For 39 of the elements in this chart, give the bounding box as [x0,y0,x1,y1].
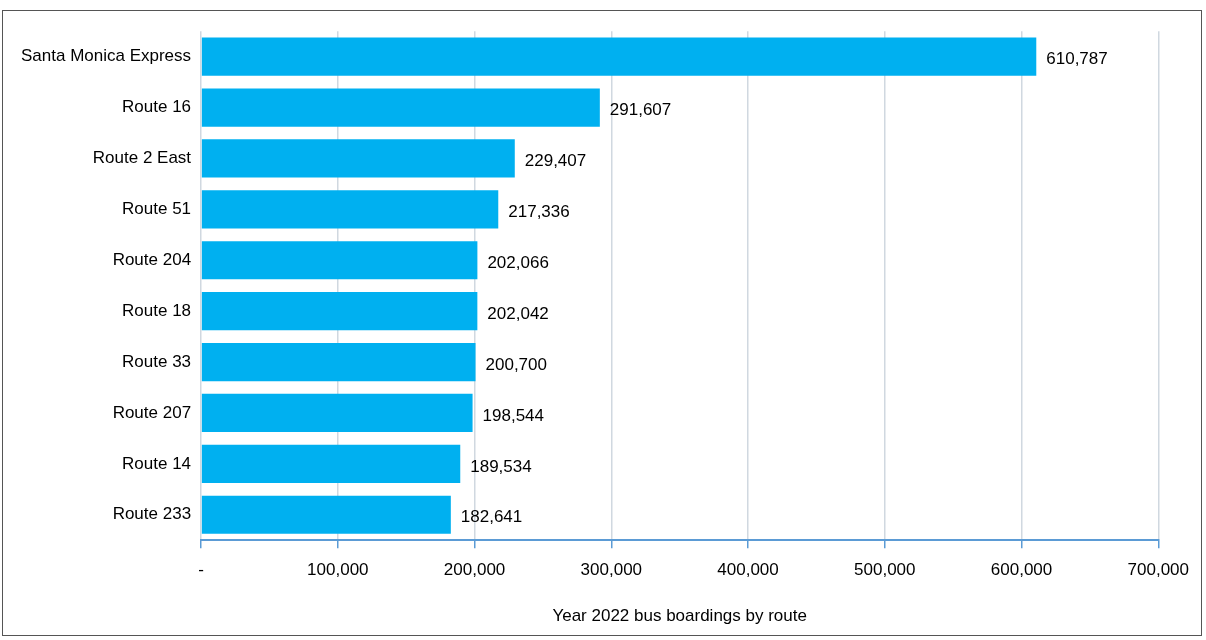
y-tick-label: Route 14 [122,453,192,473]
y-tick-label: Route 233 [112,504,192,524]
y-tick-label: Route 18 [122,300,192,320]
bar [201,444,461,483]
data-label: 229,407 [524,151,587,171]
data-label: 182,641 [460,507,523,527]
y-tick-label: Route 51 [122,199,192,219]
x-tick-label: 200,000 [443,560,506,580]
x-tick-label: 500,000 [854,560,916,580]
bar [201,190,499,229]
data-label: 202,066 [487,252,549,272]
bar [201,241,478,280]
x-tick-label: 400,000 [717,560,779,580]
data-label: 610,787 [1046,49,1108,69]
y-tick-label: Route 2 East [92,148,192,168]
data-label: 189,534 [470,456,532,476]
bar [201,495,451,534]
x-tick-label: 700,000 [1127,560,1189,580]
x-tick-label: - [198,560,204,580]
bar [201,342,476,382]
bar [201,292,478,331]
x-tick-label: 100,000 [307,560,369,580]
data-label: 202,042 [487,303,549,323]
data-label: 198,544 [482,405,545,425]
x-tick-label: 300,000 [580,560,643,580]
data-label: 200,700 [485,354,547,374]
bar [201,37,1037,76]
y-tick-label: Route 204 [112,249,192,269]
y-tick-label: Route 16 [122,97,192,117]
data-label: 291,607 [609,100,672,120]
bar [201,393,473,433]
bar [201,139,515,178]
y-tick-label: Santa Monica Express [20,46,192,66]
y-tick-label: Route 207 [112,402,192,422]
x-tick-label: 600,000 [990,560,1053,580]
y-tick-label: Route 33 [122,351,192,371]
bar [201,88,600,127]
x-axis-title: Year 2022 bus boardings by route [552,606,807,626]
data-label: 217,336 [508,202,570,222]
